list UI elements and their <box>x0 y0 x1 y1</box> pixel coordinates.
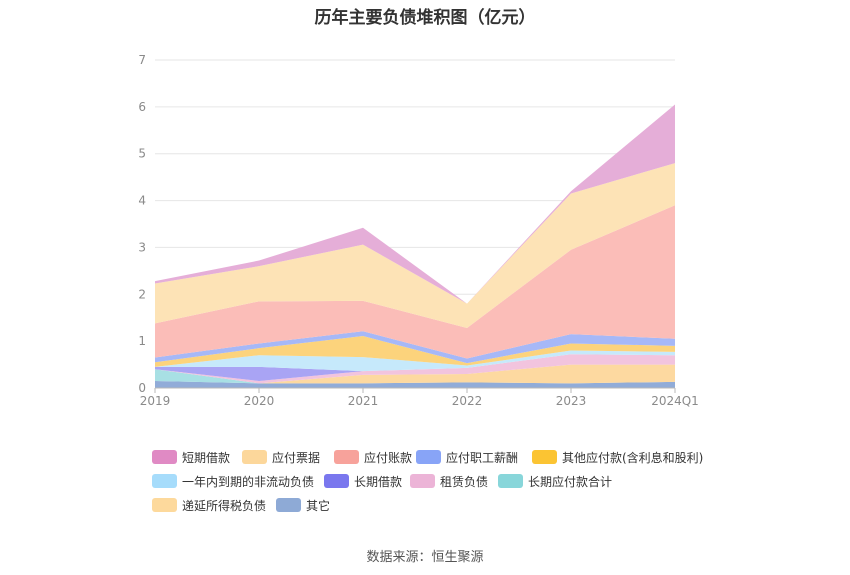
legend-item[interactable]: 一年内到期的非流动负债 <box>152 473 314 489</box>
legend-label: 应付账款 <box>364 450 413 465</box>
x-tick-label: 2022 <box>452 394 483 408</box>
legend-label: 其它 <box>306 498 331 513</box>
legend-swatch <box>334 450 359 464</box>
legend-label: 长期借款 <box>354 474 403 489</box>
area-series-8 <box>155 205 675 359</box>
x-tick-label: 2020 <box>244 394 275 408</box>
legend-label: 长期应付款合计 <box>528 474 613 489</box>
legend-item[interactable]: 长期借款 <box>324 473 402 489</box>
chart-plot: 0 1 2 3 4 5 6 7 2019 2020 2021 2022 2023 2024Q1 <box>138 53 698 408</box>
legend-label: 短期借款 <box>182 450 231 465</box>
legend-swatch <box>242 450 267 464</box>
legend-label: 应付职工薪酬 <box>446 450 519 465</box>
y-tick-label: 6 <box>138 100 146 114</box>
legend-item[interactable]: 应付职工薪酬 <box>416 449 518 465</box>
area-series-10 <box>155 104 675 304</box>
legend-item[interactable]: 应付票据 <box>242 449 320 465</box>
y-tick-label: 2 <box>138 287 146 301</box>
x-tick-label: 2024Q1 <box>651 394 699 408</box>
axes: 0 1 2 3 4 5 6 7 2019 2020 2021 2022 2023 2024Q1 <box>138 53 698 408</box>
legend-item[interactable]: 其它 <box>276 497 330 513</box>
y-tick-label: 5 <box>138 147 146 161</box>
area-series-3 <box>155 354 675 384</box>
legend-label: 租赁负债 <box>440 474 489 489</box>
legend-swatch <box>152 450 177 464</box>
legend-label: 一年内到期的非流动负债 <box>182 474 315 489</box>
legend-swatch <box>532 450 557 464</box>
legend-item[interactable]: 短期借款 <box>152 449 230 465</box>
legend-swatch <box>498 474 523 488</box>
legend-swatch <box>152 498 177 512</box>
y-tick-label: 7 <box>138 53 146 67</box>
legend-item[interactable]: 长期应付款合计 <box>498 473 612 489</box>
stacked-areas <box>155 104 675 388</box>
area-series-7 <box>155 331 675 364</box>
area-series-9 <box>155 163 675 329</box>
area-series-0 <box>155 380 675 388</box>
legend-swatch <box>324 474 349 488</box>
y-tick-label: 3 <box>138 240 146 254</box>
area-series-4 <box>155 354 675 381</box>
area-series-1 <box>155 364 675 384</box>
legend-item[interactable]: 租赁负债 <box>410 473 488 489</box>
x-tick-label: 2023 <box>556 394 587 408</box>
y-tick-label: 1 <box>138 334 146 348</box>
legend-item[interactable]: 递延所得税负债 <box>152 497 266 513</box>
y-tick-label: 4 <box>138 194 146 208</box>
area-series-6 <box>155 335 675 367</box>
legend-label: 递延所得税负债 <box>182 498 267 513</box>
legend-item[interactable]: 应付账款 <box>334 449 412 465</box>
x-tick-label: 2019 <box>140 394 171 408</box>
chart-title: 历年主要负债堆积图（亿元） <box>314 8 536 28</box>
legend-label: 应付票据 <box>272 450 321 465</box>
legend-swatch <box>152 474 177 488</box>
y-tick-label: 0 <box>138 381 146 395</box>
legend-label: 其他应付款(含利息和股利) <box>562 450 704 465</box>
legend-swatch <box>276 498 301 512</box>
source-note: 数据来源：恒生聚源 <box>366 550 484 565</box>
legend-item[interactable]: 其他应付款(含利息和股利) <box>532 449 703 465</box>
legend-swatch <box>410 474 435 488</box>
x-tick-label: 2021 <box>348 394 379 408</box>
legend-swatch <box>416 450 441 464</box>
area-series-2 <box>155 364 675 384</box>
